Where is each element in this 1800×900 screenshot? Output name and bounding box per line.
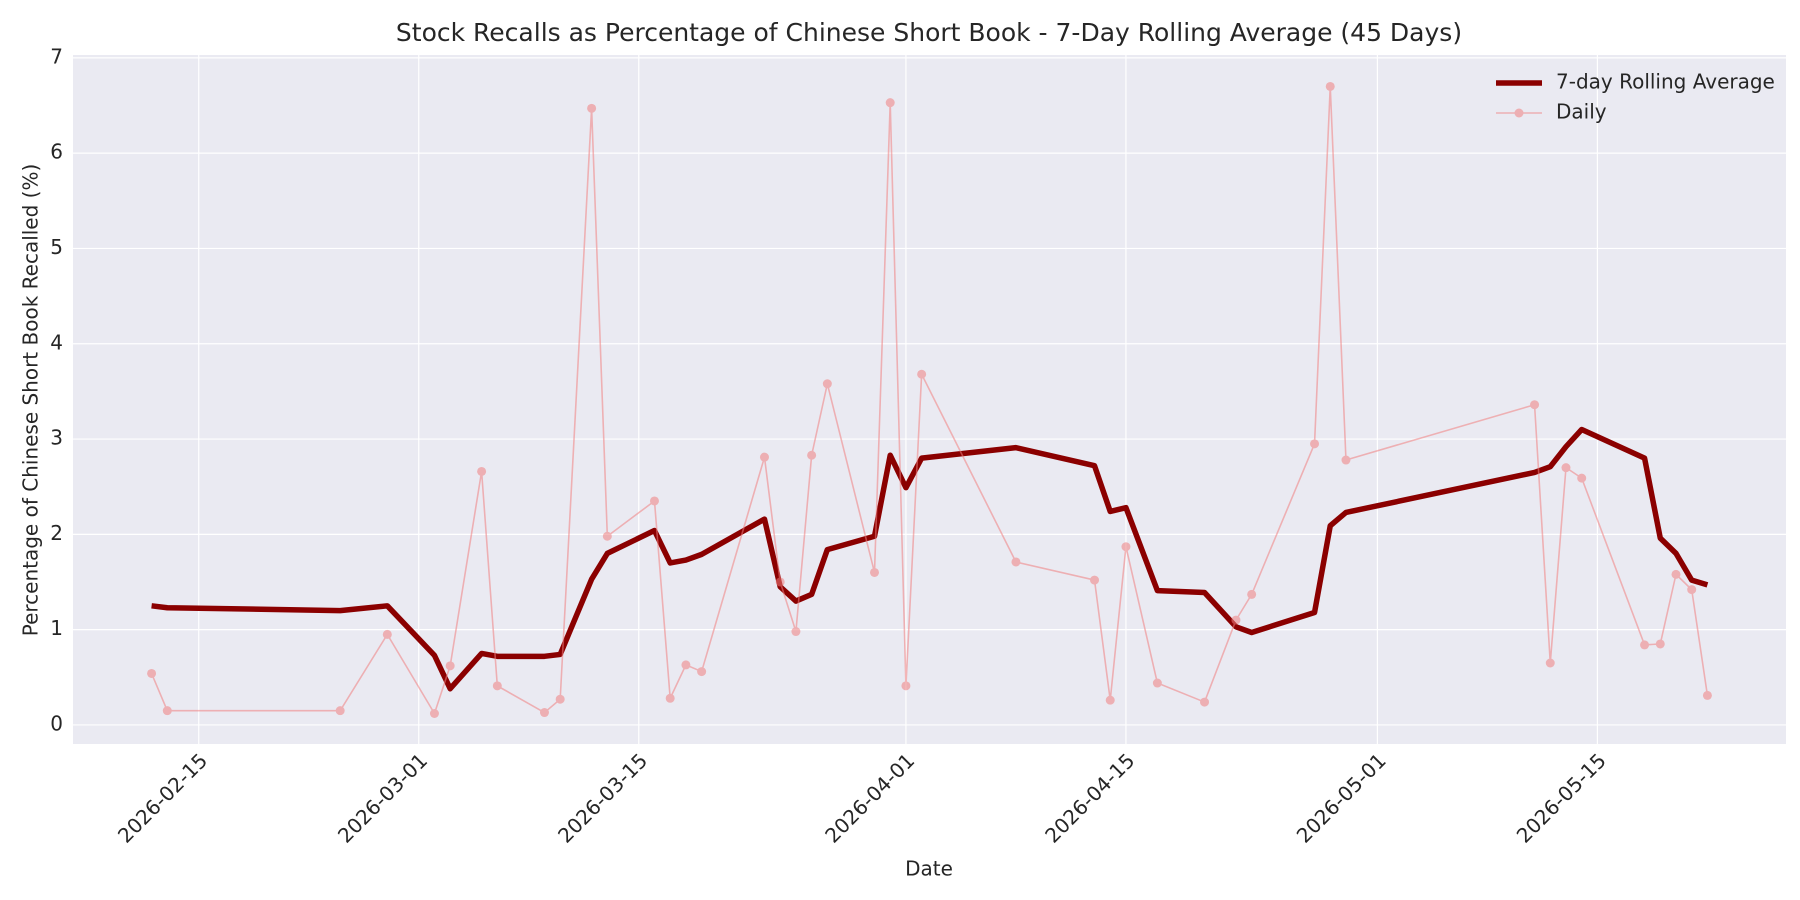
point	[1530, 400, 1540, 410]
y-tick-label: 0	[50, 711, 63, 735]
point	[1341, 455, 1351, 465]
point	[759, 452, 769, 462]
x-tick-label: 2026-05-01	[1292, 748, 1391, 847]
series	[147, 81, 1712, 719]
point	[335, 706, 345, 716]
point	[1687, 585, 1697, 595]
y-tick-label: 7	[50, 44, 63, 68]
point	[429, 709, 439, 719]
point	[807, 450, 817, 460]
point	[1231, 615, 1241, 625]
y-tick-label: 3	[50, 426, 63, 450]
series	[151, 426, 1709, 692]
x-tick-label: 2026-03-01	[333, 748, 432, 847]
point	[492, 681, 502, 691]
x-tick-label: 2026-04-15	[1040, 748, 1139, 847]
point	[1577, 473, 1587, 483]
chart-title: Stock Recalls as Percentage of Chinese S…	[396, 18, 1462, 47]
point	[775, 577, 785, 587]
legend-marker	[1514, 108, 1524, 118]
point	[1561, 463, 1571, 473]
legend-label: Daily	[1556, 100, 1607, 124]
point	[602, 531, 612, 541]
point	[1671, 569, 1681, 579]
x-tick-label: 2026-05-15	[1512, 748, 1611, 847]
point	[1655, 639, 1665, 649]
point	[1702, 690, 1712, 700]
point	[587, 103, 597, 113]
legend-item	[1496, 108, 1542, 118]
line	[151, 426, 1709, 692]
y-tick-label: 1	[50, 616, 63, 640]
y-axis-label: Percentage of Chinese Short Book Recalle…	[19, 164, 43, 637]
point	[445, 661, 455, 671]
point	[555, 694, 565, 704]
point	[147, 668, 157, 678]
point	[162, 706, 172, 716]
point	[869, 567, 879, 577]
point	[665, 693, 675, 703]
plot-area	[73, 55, 1786, 744]
x-tick-label: 2026-03-15	[553, 748, 652, 847]
point	[1011, 557, 1021, 567]
y-tick-label: 4	[50, 330, 63, 354]
point	[822, 379, 832, 389]
x-tick-label: 2026-02-15	[113, 748, 212, 847]
y-tick-label: 5	[50, 235, 63, 259]
point	[1310, 439, 1320, 449]
point	[1325, 81, 1335, 91]
point	[1247, 589, 1257, 599]
x-axis-label: Date	[905, 857, 953, 881]
point	[649, 496, 659, 506]
point	[1105, 695, 1115, 705]
point	[1121, 542, 1131, 552]
point	[382, 629, 392, 639]
legend-label: 7-day Rolling Average	[1556, 70, 1775, 94]
y-tick-label: 2	[50, 521, 63, 545]
point	[791, 627, 801, 637]
point	[1200, 697, 1210, 707]
point	[885, 98, 895, 108]
point	[1152, 678, 1162, 688]
point	[1640, 640, 1650, 650]
point	[477, 466, 487, 476]
point	[1545, 658, 1555, 668]
point	[901, 681, 911, 691]
y-tick-label: 6	[50, 140, 63, 164]
point	[681, 660, 691, 670]
point	[539, 708, 549, 718]
point	[1090, 575, 1100, 585]
x-tick-label: 2026-04-01	[820, 748, 919, 847]
point	[697, 667, 707, 677]
point	[917, 369, 927, 379]
